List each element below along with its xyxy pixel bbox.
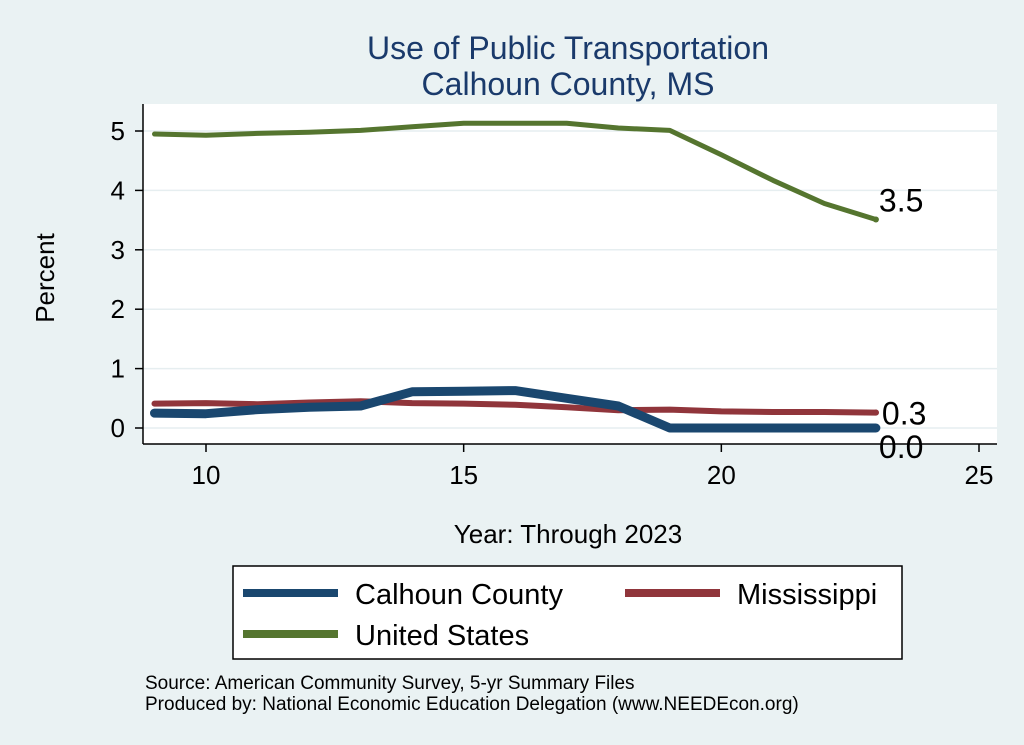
series-line-calhoun-county <box>150 386 881 433</box>
legend-label-calhoun-county: Calhoun County <box>355 579 563 611</box>
y-tick-label: 3 <box>111 235 125 265</box>
legend-label-united-states: United States <box>355 620 529 652</box>
legend-label-mississippi: Mississippi <box>737 579 877 611</box>
end-label-calhoun-county: 0.0 <box>879 429 923 465</box>
y-tick-label: 5 <box>111 116 125 146</box>
producer-note: Produced by: National Economic Education… <box>145 694 799 715</box>
source-note: Source: American Community Survey, 5-yr … <box>145 673 635 694</box>
axes: 0 1 2 3 4 5 10 15 20 25 <box>111 104 997 490</box>
x-tick-label: 10 <box>192 460 221 490</box>
chart-title-line1: Use of Public Transportation <box>367 30 769 66</box>
series-line-united-states <box>152 120 879 222</box>
end-labels: 0.00.3 3.5 <box>872 183 926 465</box>
x-tick-label: 20 <box>707 460 736 490</box>
y-tick-label: 1 <box>111 354 125 384</box>
x-axis-label: Year: Through 2023 <box>454 519 682 549</box>
series-line-mississippi <box>151 398 879 416</box>
plot-area <box>143 104 997 444</box>
y-tick-label: 4 <box>111 175 125 205</box>
end-label-mississippi: 0.3 <box>882 396 926 432</box>
legend-box <box>232 565 903 660</box>
x-tick-label: 15 <box>449 460 478 490</box>
chart-title-line2: Calhoun County, MS <box>422 66 715 102</box>
end-marker-united-states <box>872 216 879 223</box>
series-lines <box>150 120 881 433</box>
y-axis-label: Percent <box>30 232 60 322</box>
x-tick-label: 25 <box>965 460 994 490</box>
y-tick-label: 0 <box>111 413 125 443</box>
y-tick-label: 2 <box>111 294 125 324</box>
legend: Calhoun County Mississippi United States <box>232 565 903 660</box>
end-marker-mississippi <box>872 409 879 416</box>
end-marker-calhoun-county <box>872 425 879 431</box>
end-label-united-states: 3.5 <box>879 183 923 219</box>
